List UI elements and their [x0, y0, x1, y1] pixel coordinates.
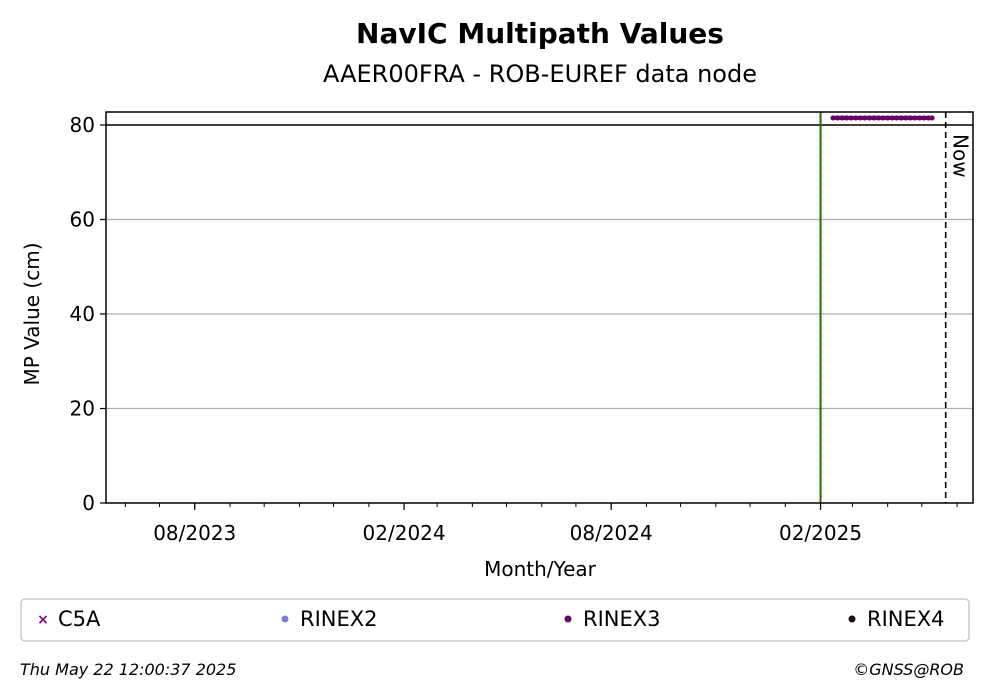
grid-lines — [106, 218, 973, 410]
legend-box — [20, 598, 970, 642]
chart-subtitle: AAER00FRA - ROB-EUREF data node — [323, 60, 757, 88]
data-points — [830, 115, 935, 121]
y-tick-label-60: 60 — [70, 208, 95, 232]
y-axis-label: MP Value (cm) — [20, 242, 44, 385]
legend: × C5A RINEX2 RINEX3 RINEX4 — [37, 607, 944, 631]
y-tick-label-80: 80 — [70, 113, 95, 137]
legend-marker-rinex2 — [281, 615, 289, 623]
footer-credit: ©GNSS@ROB — [853, 660, 964, 679]
y-tick-label-0: 0 — [82, 491, 95, 515]
reference-lines: Now — [106, 112, 973, 503]
legend-label-rinex2: RINEX2 — [300, 607, 378, 631]
now-label: Now — [949, 134, 973, 178]
plot-frame — [105, 111, 974, 504]
x-tick-label: 02/2025 — [779, 521, 862, 545]
footer-timestamp: Thu May 22 12:00:37 2025 — [20, 660, 236, 679]
x-axis-label: Month/Year — [484, 557, 597, 581]
legend-label-c5a: C5A — [58, 607, 101, 631]
y-axis-ticks: 0 20 40 60 80 — [70, 113, 106, 515]
x-axis-ticks: 08/2023 02/2024 08/2024 02/2025 — [124, 503, 958, 545]
x-tick-label: 08/2023 — [153, 521, 236, 545]
chart-title: NavIC Multipath Values — [356, 17, 724, 50]
legend-marker-rinex4 — [848, 615, 856, 623]
legend-marker-c5a: × — [37, 612, 49, 628]
legend-marker-rinex3 — [564, 615, 572, 623]
legend-label-rinex4: RINEX4 — [867, 607, 945, 631]
legend-label-rinex3: RINEX3 — [583, 607, 661, 631]
x-tick-label: 02/2024 — [363, 521, 446, 545]
y-tick-label-40: 40 — [70, 302, 95, 326]
x-tick-label: 08/2024 — [570, 521, 653, 545]
y-tick-label-20: 20 — [70, 397, 95, 421]
